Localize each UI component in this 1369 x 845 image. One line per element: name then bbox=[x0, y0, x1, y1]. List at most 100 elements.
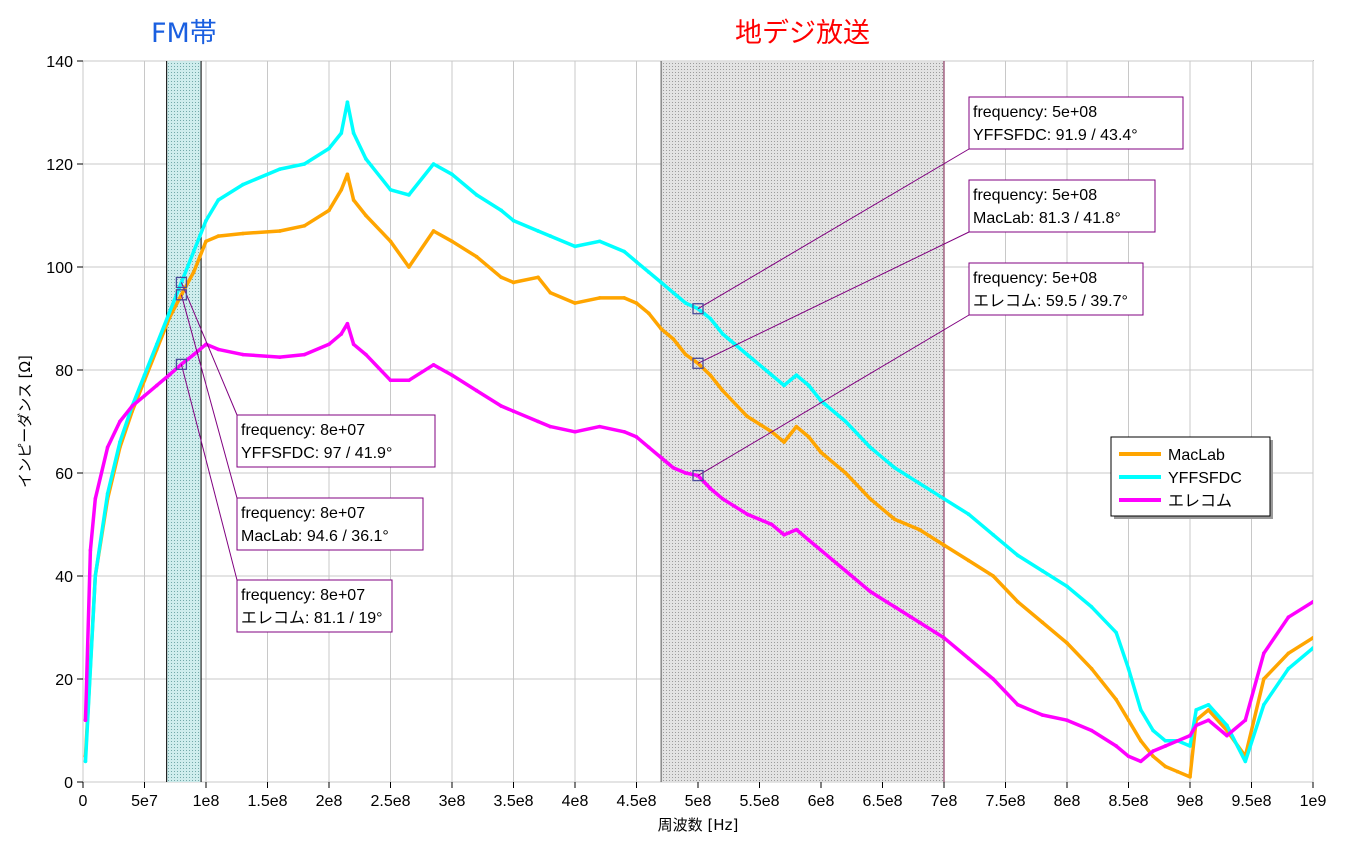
data-point-maclab-62 bbox=[1175, 769, 1180, 774]
data-point-maclab-53 bbox=[1016, 599, 1020, 604]
data-point-yffsfdc-46 bbox=[843, 419, 848, 424]
data-point-maclab-35 bbox=[671, 337, 676, 341]
data-point-yffsfdc-2 bbox=[105, 491, 110, 496]
data-point-yffsfdc-57 bbox=[1114, 630, 1118, 635]
data-point-yffsfdc-3 bbox=[118, 440, 122, 444]
data-point-yffsfdc-33 bbox=[647, 270, 651, 274]
annotation-box-0 bbox=[236, 414, 436, 468]
data-point-yffsfdc-58 bbox=[1126, 666, 1131, 671]
frequency-bands: FM帯 地デジ放送 bbox=[151, 18, 945, 782]
data-point-yffsfdc-25 bbox=[499, 208, 504, 213]
data-point-maclab-24 bbox=[474, 254, 479, 259]
data-point-maclab-30 bbox=[597, 296, 602, 300]
data-point-elecom-47 bbox=[843, 569, 848, 573]
data-point-elecom-60 bbox=[1139, 759, 1143, 764]
data-point-maclab-57 bbox=[1114, 697, 1118, 702]
annotation-box-4 bbox=[968, 179, 1156, 233]
data-point-elecom-53 bbox=[991, 677, 995, 681]
data-point-elecom-63 bbox=[1175, 739, 1180, 743]
data-point-yffsfdc-67 bbox=[1243, 759, 1248, 764]
data-point-maclab-14 bbox=[302, 224, 307, 228]
data-point-elecom-70 bbox=[1286, 615, 1291, 619]
data-point-yffsfdc-50 bbox=[942, 496, 946, 501]
data-point-maclab-56 bbox=[1089, 666, 1094, 671]
annotation-leader-5 bbox=[697, 314, 970, 477]
annotation-frequency-3: frequency: 5e+08 bbox=[973, 104, 1097, 121]
data-point-yffsfdc-6 bbox=[155, 342, 159, 347]
x-tick-label-1: 5e7 bbox=[131, 793, 158, 810]
data-point-maclab-32 bbox=[634, 301, 639, 305]
data-point-elecom-51 bbox=[942, 636, 946, 640]
annotation-value-5: エレコム: 59.5 / 39.7° bbox=[973, 293, 1128, 310]
data-point-elecom-42 bbox=[770, 522, 774, 527]
data-point-maclab-61 bbox=[1163, 764, 1168, 769]
data-point-elecom-32 bbox=[622, 430, 626, 434]
data-point-maclab-17 bbox=[345, 172, 350, 177]
data-point-yffsfdc-23 bbox=[450, 172, 454, 177]
data-point-elecom-2 bbox=[93, 496, 98, 501]
band-label-0: FM帯 bbox=[151, 18, 217, 49]
legend: MacLab YFFSFDC エレコム bbox=[1110, 436, 1273, 519]
data-point-maclab-27 bbox=[536, 275, 540, 280]
annotation-leader-0 bbox=[180, 282, 238, 416]
x-tick-label-0: 0 bbox=[79, 793, 88, 810]
annotation-value-3: YFFSFDC: 91.9 / 43.4° bbox=[973, 127, 1138, 144]
annotations: frequency: 8e+07 YFFSFDC: 97 / 41.9° frequ… bbox=[175, 96, 1184, 633]
data-point-elecom-57 bbox=[1089, 728, 1094, 733]
annotation-marker-3 bbox=[692, 303, 704, 315]
annotation-frequency-0: frequency: 8e+07 bbox=[241, 422, 365, 439]
series-line-elecom bbox=[83, 321, 1313, 764]
data-point-yffsfdc-56 bbox=[1089, 605, 1094, 609]
legend-entry-yffsfdc: YFFSFDC bbox=[1168, 470, 1242, 487]
series-lines bbox=[83, 100, 1313, 779]
y-tick-label-6: 120 bbox=[46, 157, 73, 174]
data-point-elecom-36 bbox=[671, 466, 676, 470]
data-point-maclab-46 bbox=[843, 471, 848, 475]
x-tick-label-2: 1e8 bbox=[193, 793, 220, 810]
data-point-elecom-34 bbox=[647, 445, 651, 450]
annotation-value-1: MacLab: 94.6 / 36.1° bbox=[241, 528, 389, 545]
y-tick-label-5: 100 bbox=[46, 260, 73, 277]
x-tick-label-11: 5.5e8 bbox=[739, 793, 779, 810]
data-point-elecom-67 bbox=[1225, 733, 1229, 738]
x-tick-label-9: 4.5e8 bbox=[616, 793, 656, 810]
data-point-elecom-68 bbox=[1243, 718, 1248, 722]
data-point-elecom-8 bbox=[167, 373, 171, 377]
data-point-elecom-3 bbox=[105, 445, 110, 450]
data-point-elecom-35 bbox=[659, 455, 663, 460]
data-point-maclab-52 bbox=[991, 574, 995, 578]
data-point-elecom-21 bbox=[388, 378, 393, 383]
data-point-maclab-44 bbox=[806, 435, 811, 439]
data-point-elecom-0 bbox=[83, 718, 88, 722]
data-point-maclab-15 bbox=[327, 208, 331, 213]
data-point-elecom-55 bbox=[1040, 713, 1045, 717]
data-point-maclab-45 bbox=[819, 450, 823, 455]
y-axis-label: インピーダンス [Ω] bbox=[16, 355, 34, 488]
data-point-elecom-69 bbox=[1262, 651, 1266, 656]
annotation-marker-4 bbox=[692, 357, 704, 369]
data-point-maclab-28 bbox=[548, 290, 553, 295]
data-point-elecom-50 bbox=[917, 620, 922, 625]
annotation-frequency-1: frequency: 8e+07 bbox=[241, 505, 365, 522]
data-point-yffsfdc-61 bbox=[1163, 739, 1168, 743]
data-point-elecom-12 bbox=[216, 347, 221, 352]
x-tick-label-13: 6.5e8 bbox=[862, 793, 902, 810]
data-point-elecom-15 bbox=[302, 352, 307, 357]
data-point-maclab-9 bbox=[191, 270, 196, 274]
data-point-yffsfdc-29 bbox=[573, 244, 577, 249]
annotation-box-1 bbox=[236, 497, 424, 551]
data-point-yffsfdc-21 bbox=[407, 193, 411, 197]
data-point-yffsfdc-32 bbox=[634, 260, 639, 264]
data-point-elecom-45 bbox=[806, 538, 811, 542]
data-point-yffsfdc-22 bbox=[431, 162, 436, 166]
data-point-yffsfdc-44 bbox=[806, 383, 811, 388]
data-point-maclab-22 bbox=[431, 229, 436, 233]
annotation-value-4: MacLab: 81.3 / 41.8° bbox=[973, 210, 1121, 227]
y-tick-label-4: 80 bbox=[55, 363, 73, 380]
data-point-maclab-38 bbox=[708, 373, 713, 377]
y-tick-label-7: 140 bbox=[46, 54, 73, 71]
legend-entry-elecom: エレコム bbox=[1168, 493, 1232, 510]
data-point-elecom-16 bbox=[327, 342, 331, 347]
data-point-yffsfdc-42 bbox=[782, 383, 786, 388]
data-point-yffsfdc-9 bbox=[191, 249, 196, 254]
